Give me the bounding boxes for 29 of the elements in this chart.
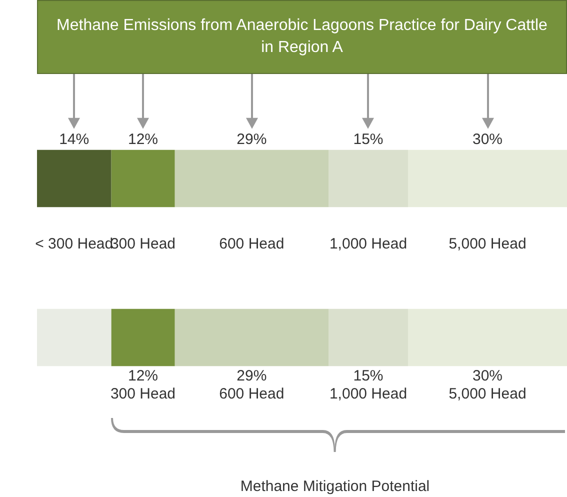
data-label: 30% (472, 367, 503, 384)
bar (408, 150, 567, 208)
bar (174, 308, 328, 366)
series-label: 1,000 Head (329, 385, 408, 402)
text: 5,000 Head (448, 235, 526, 252)
series-label: 300 Head (110, 385, 176, 402)
data-label: 15% (353, 131, 384, 148)
series-label: < 300 Head (35, 235, 114, 252)
data-label: 30% (472, 131, 503, 148)
series-label: 600 Head (219, 385, 284, 402)
data-label: 29% (236, 131, 267, 148)
bar (37, 308, 112, 366)
data-label: 14% (59, 131, 90, 148)
chart-title: Methane Emissions from Anaerobic Lagoons Practice for Dairy Cattle in Region A (37, 0, 567, 74)
bar (328, 308, 408, 366)
data-label: 29% (236, 367, 267, 384)
data-label: 12% (128, 367, 158, 384)
bar (328, 150, 408, 208)
bar (408, 308, 567, 366)
text: Methane Mitigation Potential (240, 478, 430, 496)
series-label: 5,000 Head (448, 385, 526, 402)
bar (37, 150, 112, 208)
bar (174, 150, 328, 208)
bar (111, 150, 175, 208)
text: 600 Head (219, 235, 284, 252)
text: 1,000 Head (329, 235, 408, 252)
bar (111, 308, 175, 366)
data-label: 15% (353, 367, 384, 384)
data-label: 12% (128, 131, 158, 148)
